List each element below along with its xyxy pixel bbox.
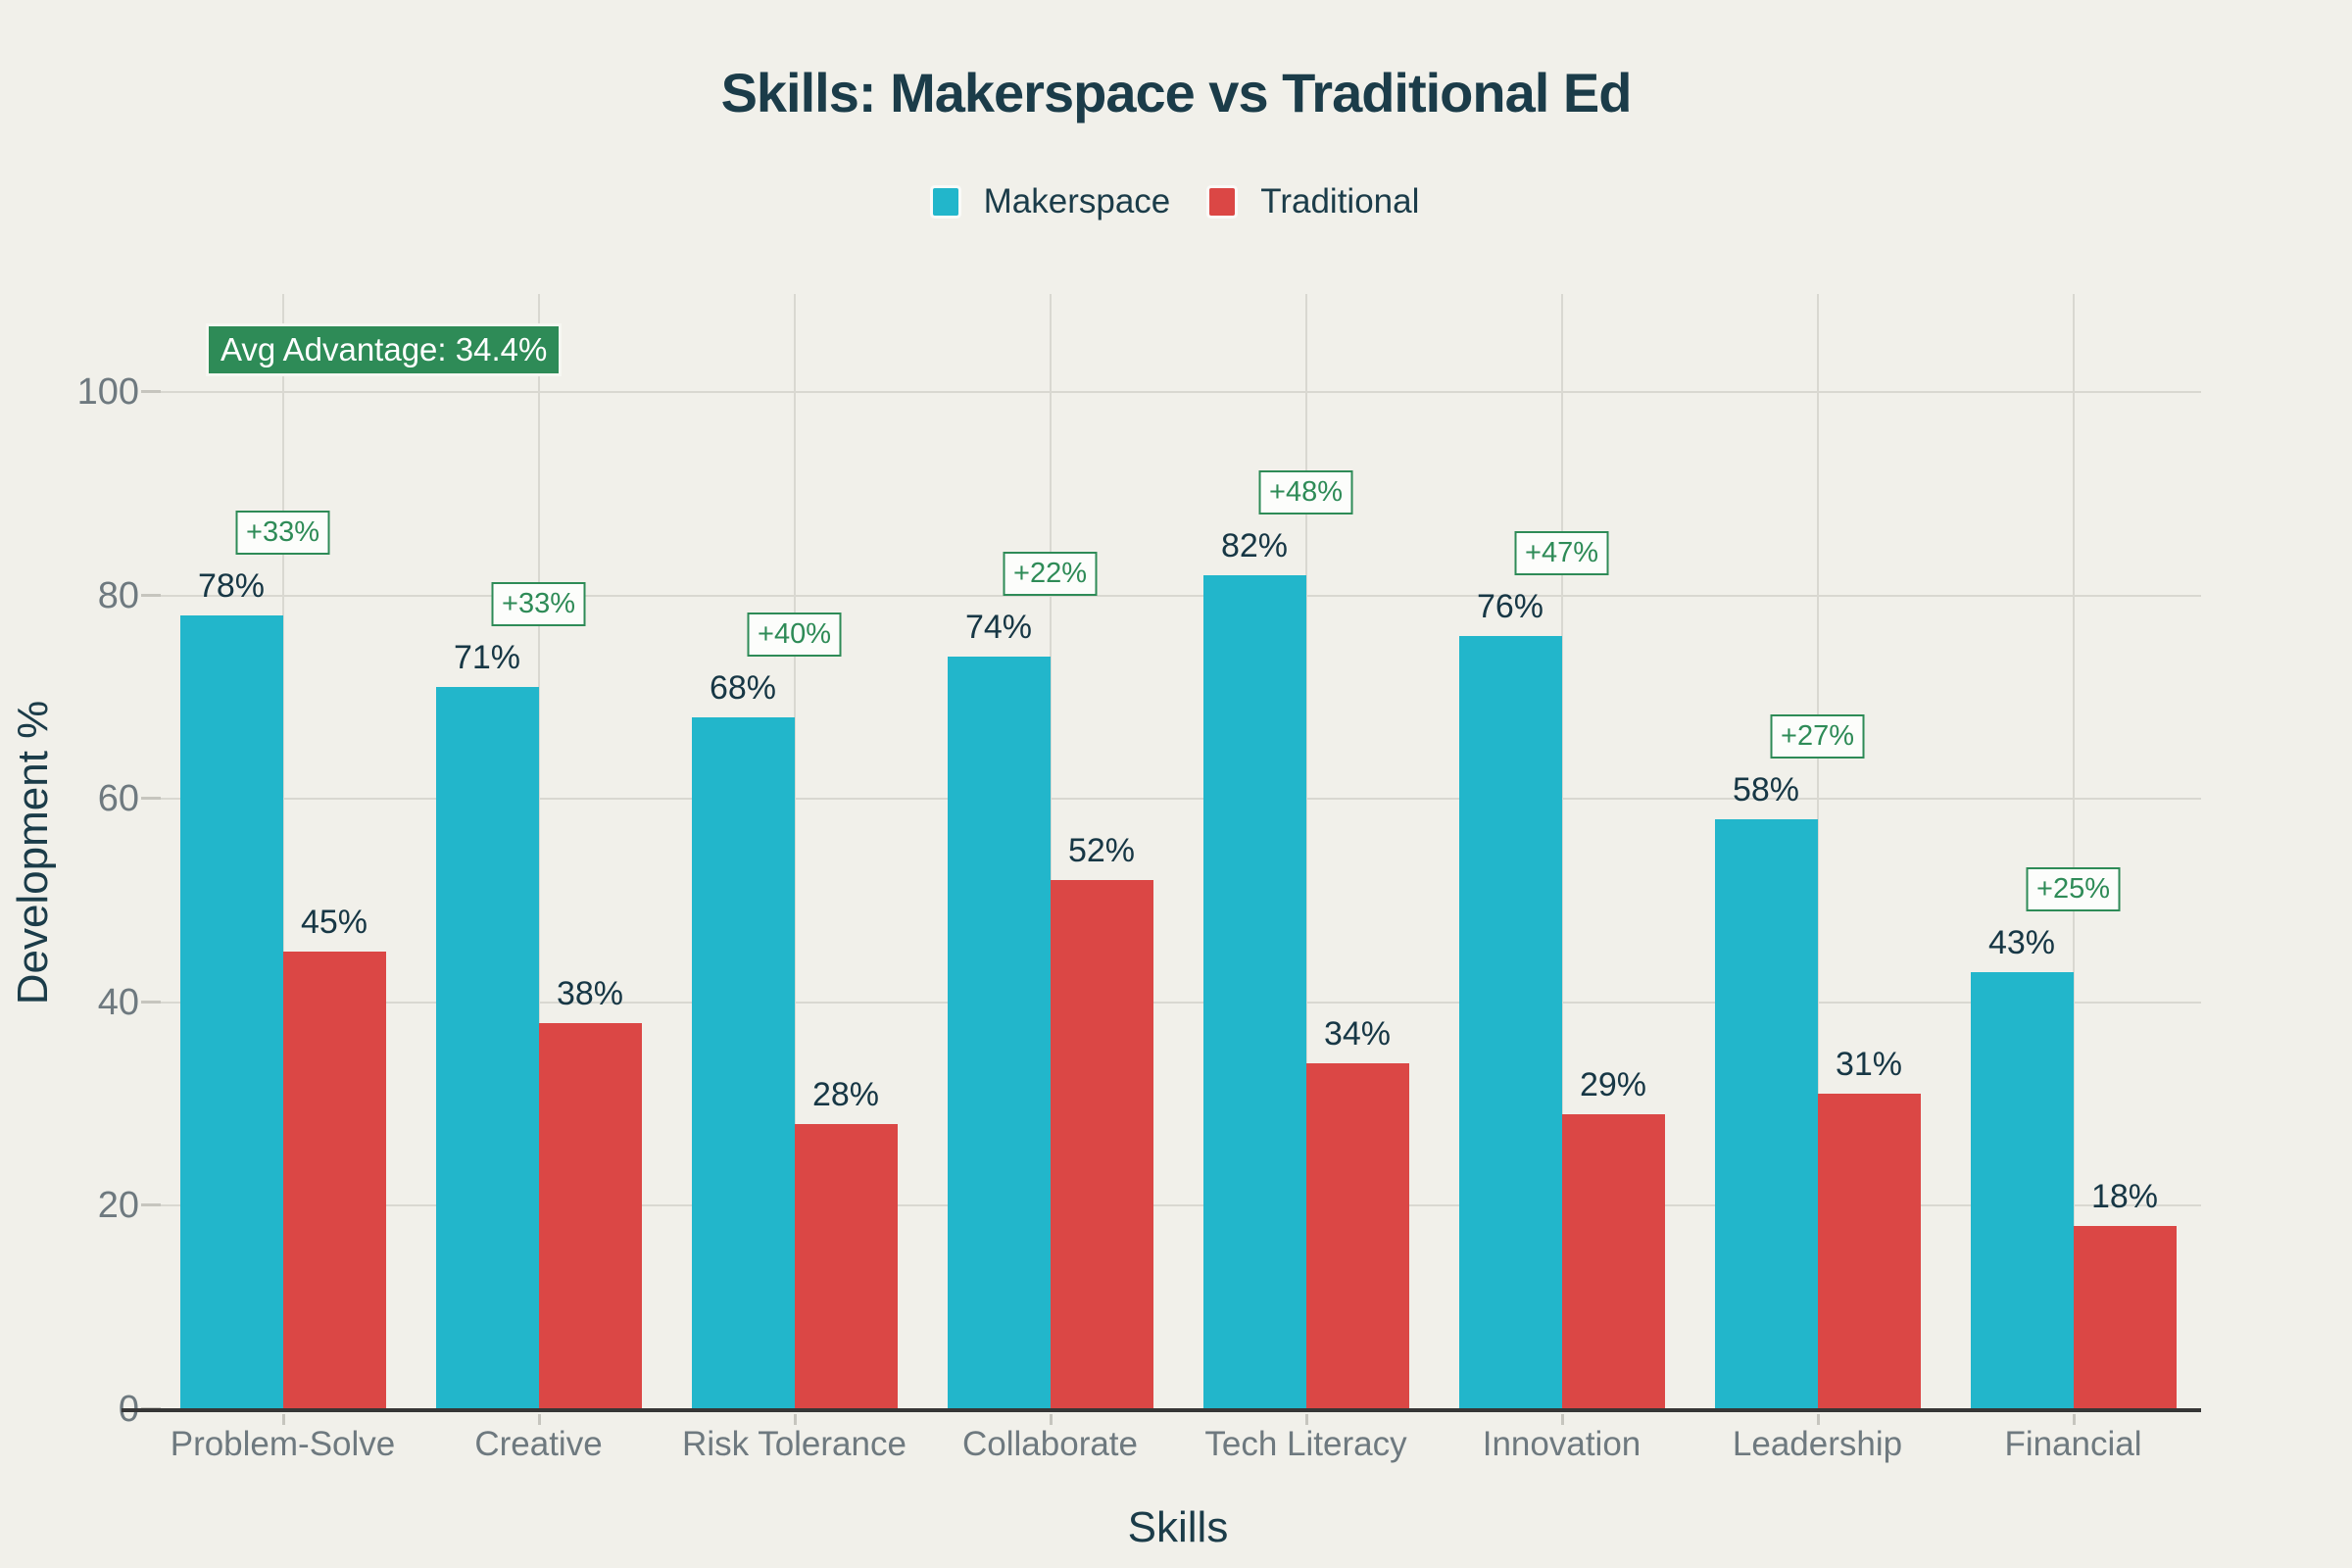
makerspace-swatch-icon bbox=[932, 188, 958, 216]
y-tick-mark bbox=[141, 1203, 161, 1207]
value-label-makerspace-innovation: 76% bbox=[1476, 588, 1544, 626]
advantage-badge-tech-literacy: +48% bbox=[1258, 469, 1353, 514]
bar-makerspace-problem-solve bbox=[179, 615, 283, 1409]
v-gridline bbox=[537, 294, 540, 1409]
bar-traditional-leadership bbox=[1817, 1094, 1921, 1409]
x-tick-mark bbox=[281, 1414, 285, 1425]
x-tick-mark bbox=[537, 1414, 541, 1425]
advantage-badge-leadership: +27% bbox=[1770, 713, 1865, 759]
x-tick-mark bbox=[1816, 1414, 1820, 1425]
x-tick-label: Risk Tolerance bbox=[682, 1425, 906, 1463]
bar-makerspace-innovation bbox=[1458, 636, 1562, 1409]
v-gridline bbox=[1816, 294, 1819, 1409]
legend-item-makerspace[interactable]: Makerspace bbox=[932, 182, 1171, 221]
bar-makerspace-leadership bbox=[1714, 818, 1818, 1409]
bar-traditional-financial bbox=[2073, 1226, 2177, 1409]
x-tick-label: Tech Literacy bbox=[1204, 1425, 1407, 1463]
y-tick-label: 40 bbox=[97, 981, 139, 1023]
x-tick-label: Collaborate bbox=[962, 1425, 1138, 1463]
advantage-badge-collaborate: +22% bbox=[1003, 551, 1098, 596]
bar-traditional-innovation bbox=[1561, 1113, 1665, 1409]
y-tick-mark bbox=[141, 797, 161, 801]
bar-traditional-problem-solve bbox=[282, 951, 386, 1409]
h-gridline bbox=[155, 594, 2201, 597]
y-tick-label: 20 bbox=[97, 1185, 139, 1227]
advantage-badge-problem-solve: +33% bbox=[235, 511, 330, 556]
bar-makerspace-creative bbox=[435, 687, 539, 1409]
value-label-makerspace-leadership: 58% bbox=[1732, 770, 1800, 808]
x-tick-label: Financial bbox=[2004, 1425, 2142, 1463]
h-gridline bbox=[155, 1204, 2201, 1207]
x-tick-label: Creative bbox=[474, 1425, 603, 1463]
value-label-traditional-innovation: 29% bbox=[1579, 1065, 1647, 1103]
x-tick-mark bbox=[1304, 1414, 1308, 1425]
avg-advantage-badge: Avg Advantage: 34.4% bbox=[206, 323, 563, 376]
advantage-badge-creative: +33% bbox=[491, 582, 586, 627]
value-label-traditional-collaborate: 52% bbox=[1067, 832, 1136, 870]
value-label-traditional-tech-literacy: 34% bbox=[1323, 1015, 1392, 1054]
h-gridline bbox=[155, 798, 2201, 801]
h-gridline bbox=[155, 1001, 2201, 1004]
x-tick-label: Innovation bbox=[1482, 1425, 1642, 1463]
v-gridline bbox=[1560, 294, 1563, 1409]
bar-traditional-creative bbox=[538, 1022, 642, 1409]
x-tick-label: Problem-Solve bbox=[170, 1425, 396, 1463]
v-gridline bbox=[281, 294, 284, 1409]
h-gridline bbox=[155, 391, 2201, 393]
legend: Makerspace Traditional bbox=[0, 182, 2352, 221]
x-tick-mark bbox=[1049, 1414, 1053, 1425]
x-axis-title: Skills bbox=[1127, 1503, 1229, 1551]
v-gridline bbox=[2072, 294, 2075, 1409]
advantage-badge-risk-tolerance: +40% bbox=[747, 612, 842, 658]
value-label-makerspace-risk-tolerance: 68% bbox=[709, 669, 777, 708]
x-tick-mark bbox=[793, 1414, 797, 1425]
legend-label: Makerspace bbox=[983, 182, 1171, 220]
value-label-traditional-risk-tolerance: 28% bbox=[811, 1076, 880, 1114]
value-label-traditional-leadership: 31% bbox=[1835, 1046, 1903, 1084]
x-tick-mark bbox=[1560, 1414, 1564, 1425]
bar-traditional-collaborate bbox=[1050, 880, 1153, 1409]
v-gridline bbox=[1049, 294, 1052, 1409]
chart-title: Skills: Makerspace vs Traditional Ed bbox=[720, 62, 1633, 123]
value-label-traditional-creative: 38% bbox=[556, 974, 624, 1012]
y-axis-title: Development % bbox=[9, 700, 57, 1005]
legend-label: Traditional bbox=[1260, 182, 1420, 220]
x-axis-line bbox=[122, 1408, 2201, 1412]
y-tick-mark bbox=[141, 1000, 161, 1004]
value-label-makerspace-creative: 71% bbox=[453, 639, 521, 677]
x-tick-label: Leadership bbox=[1732, 1425, 1903, 1463]
y-tick-mark bbox=[141, 390, 161, 393]
bar-traditional-tech-literacy bbox=[1305, 1063, 1409, 1409]
v-gridline bbox=[793, 294, 796, 1409]
x-tick-mark bbox=[2072, 1414, 2076, 1425]
bar-makerspace-risk-tolerance bbox=[691, 717, 795, 1409]
value-label-makerspace-tech-literacy: 82% bbox=[1220, 526, 1289, 564]
value-label-traditional-problem-solve: 45% bbox=[300, 903, 368, 941]
traditional-swatch-icon bbox=[1209, 188, 1236, 216]
advantage-badge-innovation: +47% bbox=[1514, 531, 1609, 576]
bar-makerspace-financial bbox=[1970, 971, 2074, 1409]
v-gridline bbox=[1304, 294, 1307, 1409]
legend-item-traditional[interactable]: Traditional bbox=[1209, 182, 1419, 221]
bar-makerspace-tech-literacy bbox=[1202, 574, 1306, 1409]
bar-makerspace-collaborate bbox=[947, 656, 1051, 1409]
value-label-makerspace-problem-solve: 78% bbox=[197, 567, 266, 606]
bar-traditional-risk-tolerance bbox=[794, 1124, 898, 1409]
y-tick-label: 100 bbox=[76, 371, 139, 413]
y-tick-label: 80 bbox=[97, 574, 139, 616]
value-label-traditional-financial: 18% bbox=[2090, 1178, 2159, 1216]
value-label-makerspace-financial: 43% bbox=[1987, 923, 2056, 961]
advantage-badge-financial: +25% bbox=[2026, 866, 2121, 911]
y-tick-label: 60 bbox=[97, 778, 139, 820]
value-label-makerspace-collaborate: 74% bbox=[964, 608, 1033, 646]
y-tick-mark bbox=[141, 593, 161, 597]
